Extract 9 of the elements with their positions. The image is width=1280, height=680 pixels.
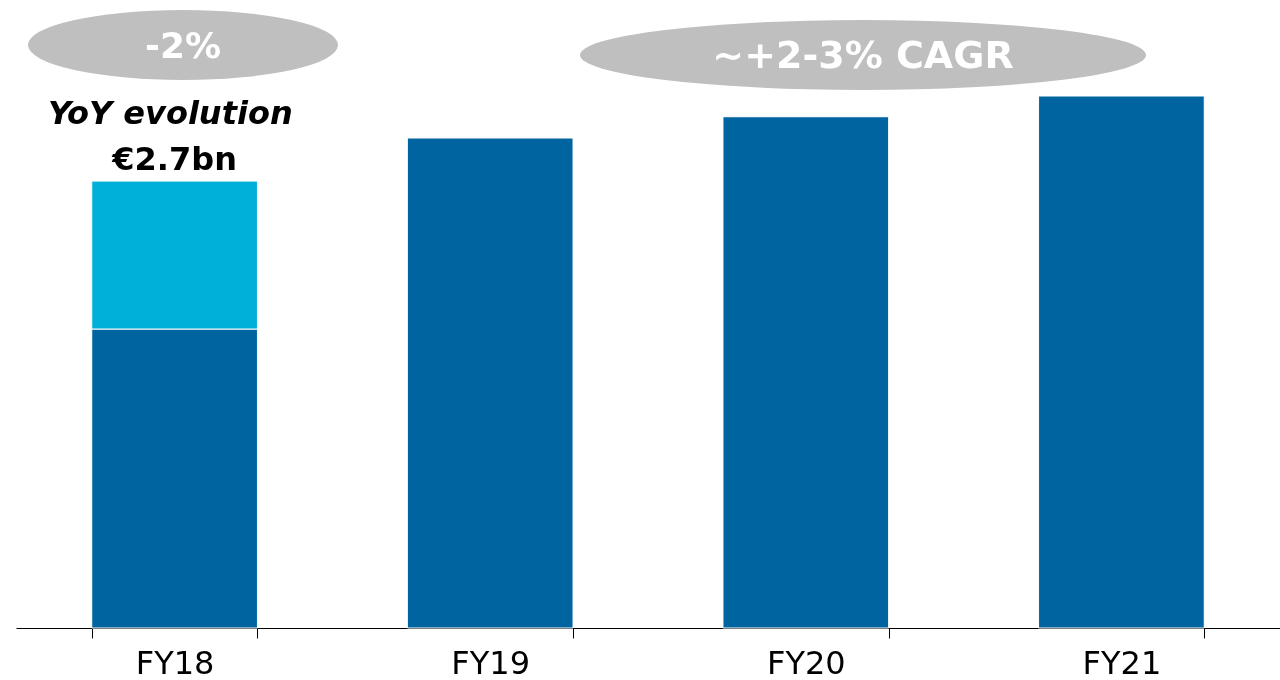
x-tick-label: FY20 (766, 643, 846, 680)
annotation: €2.7bn (111, 140, 237, 179)
x-tick-label: FY21 (1082, 643, 1162, 680)
annotation: YoY evolution (48, 94, 293, 132)
bar (406, 137, 574, 629)
bar (1038, 95, 1205, 629)
x-tick-label: FY18 (135, 643, 215, 680)
x-tick-label: FY19 (451, 643, 531, 680)
bar (722, 116, 890, 629)
